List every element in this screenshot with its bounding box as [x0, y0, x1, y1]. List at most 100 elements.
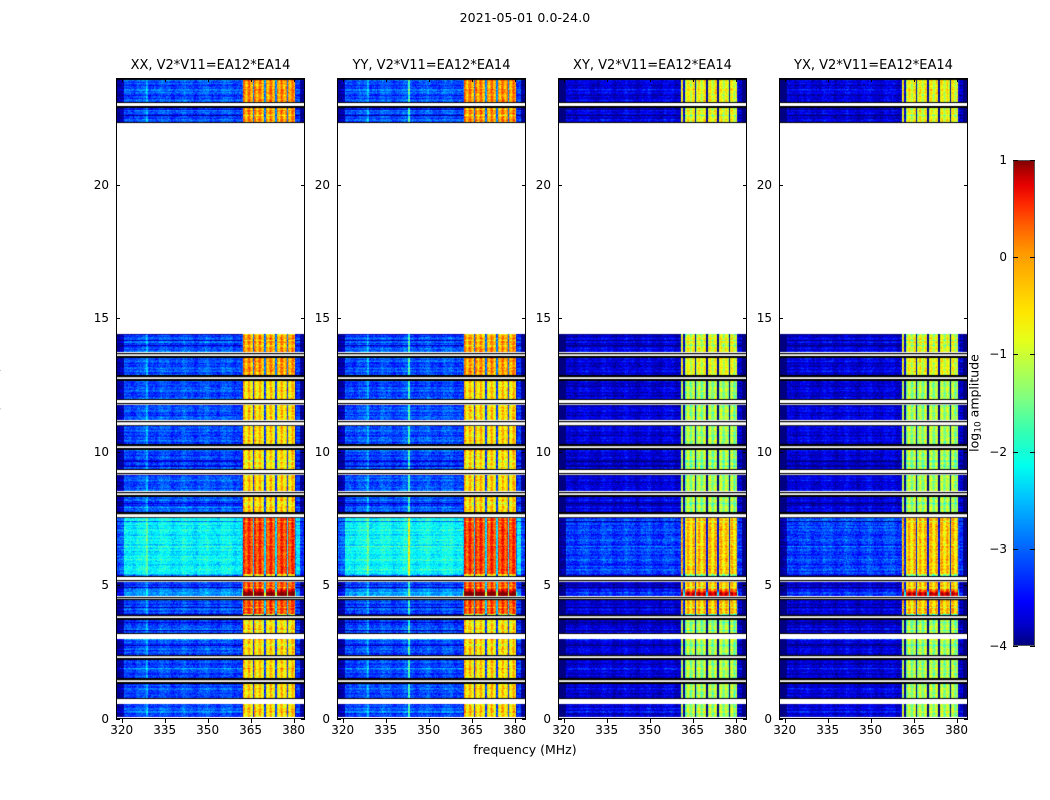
x-tick-mark	[870, 78, 872, 82]
x-tick-mark	[293, 78, 295, 82]
y-tick-label: 15	[756, 311, 772, 326]
x-tick-mark	[207, 78, 209, 82]
y-tick-label: 15	[93, 311, 109, 326]
colorbar-tick-label: −3	[989, 541, 1007, 556]
y-tick-mark	[116, 318, 120, 320]
y-axis-label: UT (hours)	[0, 300, 2, 500]
x-tick-label: 320	[552, 723, 576, 737]
colorbar-tick-mark	[1030, 160, 1035, 161]
y-tick-label: 0	[543, 712, 551, 726]
colorbar-tick-mark	[1013, 548, 1018, 550]
y-tick-label: 5	[101, 578, 109, 593]
colorbar-tick-label: 1	[999, 153, 1007, 167]
waterfall-panel-xx[interactable]	[116, 78, 305, 719]
x-tick-mark	[735, 78, 737, 82]
y-tick-label: 10	[93, 444, 109, 459]
colorbar-label-suffix: amplitude	[966, 354, 982, 422]
y-tick-label: 5	[543, 578, 551, 593]
y-tick-mark	[522, 184, 526, 186]
x-tick-mark	[606, 78, 608, 82]
y-tick-mark	[337, 585, 341, 587]
y-tick-label: 20	[535, 177, 551, 192]
x-tick-mark	[784, 719, 786, 723]
x-tick-mark	[913, 78, 915, 82]
x-tick-mark	[956, 719, 958, 723]
y-tick-mark	[779, 719, 783, 720]
x-tick-label: 380	[724, 723, 747, 737]
x-tick-label: 350	[196, 723, 220, 737]
y-tick-mark	[558, 184, 562, 186]
y-tick-label: 5	[764, 578, 772, 593]
x-tick-mark	[164, 78, 166, 82]
x-tick-mark	[514, 78, 516, 82]
x-tick-label: 335	[816, 723, 840, 737]
x-tick-mark	[913, 719, 915, 723]
y-tick-mark	[116, 585, 120, 587]
colorbar-label-subscript: 10	[973, 421, 984, 433]
waterfall-image-xx	[117, 79, 304, 718]
x-tick-label: 365	[460, 723, 484, 737]
y-tick-mark	[116, 451, 120, 453]
y-tick-mark	[301, 719, 305, 720]
y-tick-mark	[301, 451, 305, 453]
colorbar[interactable]	[1013, 160, 1035, 646]
x-tick-mark	[428, 719, 430, 723]
x-tick-mark	[692, 719, 694, 723]
x-tick-label: 320	[773, 723, 797, 737]
y-tick-mark	[522, 318, 526, 320]
y-tick-mark	[743, 585, 747, 587]
x-tick-mark	[385, 78, 387, 82]
panel-title-xx: XX, V2*V11=EA12*EA14	[130, 58, 291, 73]
y-tick-mark	[964, 585, 968, 587]
x-tick-label: 365	[681, 723, 705, 737]
y-tick-mark	[337, 719, 341, 720]
waterfall-panel-yx[interactable]	[779, 78, 968, 719]
x-tick-label: 380	[503, 723, 526, 737]
waterfall-panel-xy[interactable]	[558, 78, 747, 719]
y-tick-label: 10	[314, 444, 330, 459]
y-tick-label: 10	[535, 444, 551, 459]
colorbar-tick-mark	[1013, 354, 1018, 356]
x-tick-mark	[649, 719, 651, 723]
waterfall-panel-yy[interactable]	[337, 78, 526, 719]
x-tick-mark	[250, 78, 252, 82]
x-tick-label: 335	[595, 723, 619, 737]
waterfall-image-yy	[338, 79, 525, 718]
y-tick-mark	[743, 184, 747, 186]
figure-suptitle: 2021-05-01 0.0-24.0	[459, 10, 591, 25]
y-tick-label: 20	[756, 177, 772, 192]
y-tick-mark	[558, 318, 562, 320]
colorbar-tick-mark	[1030, 257, 1035, 259]
y-tick-mark	[558, 451, 562, 453]
y-tick-label: 20	[314, 177, 330, 192]
colorbar-tick-label: 0	[999, 250, 1007, 265]
x-tick-mark	[250, 719, 252, 723]
y-tick-label: 5	[322, 578, 330, 593]
y-tick-mark	[743, 318, 747, 320]
colorbar-tick-mark	[1013, 451, 1018, 453]
colorbar-tick-label: −2	[989, 444, 1007, 459]
x-tick-mark	[827, 78, 829, 82]
y-tick-mark	[337, 318, 341, 320]
x-tick-mark	[342, 719, 344, 723]
y-tick-mark	[779, 318, 783, 320]
y-tick-label: 0	[101, 712, 109, 726]
waterfall-image-yx	[780, 79, 967, 718]
y-tick-mark	[522, 719, 526, 720]
x-tick-label: 335	[153, 723, 177, 737]
x-tick-mark	[735, 719, 737, 723]
y-tick-mark	[337, 184, 341, 186]
colorbar-tick-mark	[1030, 451, 1035, 453]
y-tick-mark	[558, 585, 562, 587]
y-tick-mark	[743, 451, 747, 453]
x-tick-mark	[471, 78, 473, 82]
colorbar-tick-mark	[1013, 160, 1018, 161]
waterfall-image-xy	[559, 79, 746, 718]
x-tick-label: 350	[638, 723, 662, 737]
y-tick-mark	[116, 719, 120, 720]
y-tick-mark	[779, 184, 783, 186]
y-tick-mark	[779, 585, 783, 587]
colorbar-tick-label: −1	[989, 347, 1007, 362]
y-tick-mark	[964, 719, 968, 720]
y-tick-mark	[779, 451, 783, 453]
